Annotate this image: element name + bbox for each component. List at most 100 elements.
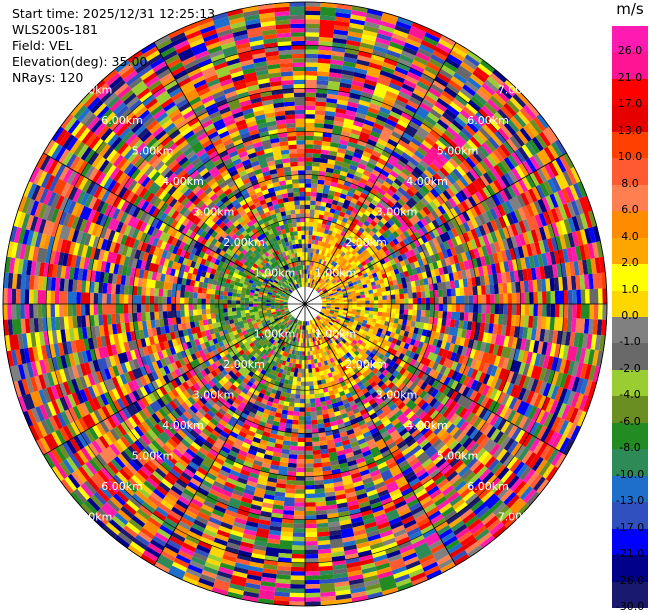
azimuth-spoke	[153, 42, 306, 305]
colorbar-cell	[612, 581, 648, 609]
range-ring-label: 2.00km	[345, 358, 387, 371]
range-ring-label: 4.00km	[406, 175, 448, 188]
range-ring-label: 1.00km	[315, 267, 357, 280]
colorbar-tick-label: 10.0	[617, 150, 643, 164]
colorbar-cell	[612, 369, 648, 397]
plot-boundary	[2, 1, 608, 607]
range-ring-label: 6.00km	[467, 114, 509, 127]
range-ring-label: 2.00km	[223, 236, 265, 249]
velocity-gate-group	[17, 2, 597, 596]
range-ring-label: 2.00km	[223, 358, 265, 371]
range-ring-label: 4.00km	[162, 175, 204, 188]
colorbar-tick-label: -13.0	[615, 494, 645, 508]
azimuth-spoke	[304, 303, 457, 566]
colorbar-tick-label: 4.0	[621, 229, 639, 243]
colorbar-cell	[612, 343, 648, 371]
colorbar-tick-label: -2.0	[619, 361, 641, 375]
field-label: Field: VEL	[12, 38, 73, 53]
colorbar-tick-label: -4.0	[619, 388, 641, 402]
colorbar-tick-label: -1.0	[619, 335, 641, 349]
colorbar-tick-label: -8.0	[619, 441, 641, 455]
colorbar-cell	[612, 237, 648, 265]
range-ring-label: 5.00km	[132, 450, 174, 463]
range-ring-label: 3.00km	[376, 389, 418, 402]
colorbar-cell	[612, 317, 648, 344]
range-ring-label: 4.00km	[406, 419, 448, 432]
colorbar-tick-label: 1.0	[621, 282, 639, 296]
colorbar-cell	[612, 131, 648, 159]
colorbar-cell	[612, 211, 648, 239]
range-ring-label: 5.00km	[437, 145, 479, 158]
velocity-gate-group	[7, 10, 590, 602]
range-ring-label: 3.00km	[376, 206, 418, 219]
velocity-gate-group	[37, 19, 601, 603]
colorbar-tick-label: -21.0	[615, 547, 645, 561]
range-ring-label: 7.00km	[498, 511, 540, 524]
range-ring-label: 5.00km	[437, 450, 479, 463]
range-ring-label: 2.00km	[345, 236, 387, 249]
range-ring	[132, 131, 478, 477]
range-ring-label: 1.00km	[254, 267, 296, 280]
colorbar-unit: m/s	[616, 0, 644, 18]
velocity-gate-group	[6, 7, 607, 587]
colorbar-tick-label: 2.0	[621, 256, 639, 270]
colorbar-cell	[612, 396, 648, 424]
range-ring-label: 6.00km	[101, 114, 143, 127]
range-ring-label: 3.00km	[193, 389, 235, 402]
colorbar: 26.0 21.0 17.0 13.0 10.0 8.0 6.0 4.0 2.0 1.0 0.0 -1…	[612, 26, 648, 613]
colorbar-tick-label: 21.0	[617, 70, 643, 84]
range-ring-label: 4.00km	[162, 419, 204, 432]
range-ring-labels: 1.00km 1.00km 1.00km 1.00km 2.00km 2.00km 2.00…	[71, 84, 540, 524]
colorbar-tick-label: 13.0	[617, 123, 643, 137]
colorbar-tick-label: -17.0	[615, 520, 645, 534]
colorbar-cell	[612, 184, 648, 212]
range-ring	[218, 217, 392, 391]
velocity-gate-group	[9, 2, 608, 587]
colorbar-tick-label: -6.0	[619, 414, 641, 428]
velocity-gate-group	[3, 5, 599, 606]
azimuth-spoke	[153, 303, 306, 566]
velocity-gate-group	[4, 6, 595, 605]
velocity-gate-group	[7, 25, 603, 606]
colorbar-cell	[612, 78, 648, 106]
colorbar-cell	[612, 502, 648, 530]
colorbar-cell	[612, 422, 648, 450]
colorbar-cell	[612, 26, 648, 53]
azimuth-spoke	[43, 303, 306, 456]
azimuth-spokes	[3, 2, 607, 606]
velocity-gate-group	[9, 2, 585, 600]
range-rings	[2, 1, 608, 607]
range-ring-label: 6.00km	[101, 480, 143, 493]
range-ring-label: 7.00km	[71, 84, 113, 97]
colorbar-tick-label: -30.0	[615, 600, 645, 613]
azimuth-spoke	[43, 152, 306, 305]
colorbar-tick-label: 8.0	[621, 176, 639, 190]
colorbar-cell	[612, 528, 648, 556]
range-ring	[88, 87, 522, 521]
range-ring	[261, 260, 349, 348]
colorbar-cell	[612, 290, 648, 318]
colorbar-cell	[612, 264, 648, 292]
colorbar-tick-label: 6.0	[621, 203, 639, 217]
colorbar-cell	[612, 105, 648, 133]
range-ring-label: 1.00km	[254, 328, 296, 341]
instrument-label: WLS200s-181	[12, 22, 98, 37]
colorbar-cell	[612, 449, 648, 477]
colorbar-tick-label: -10.0	[615, 467, 645, 481]
nrays-label: NRays: 120	[12, 70, 84, 85]
colorbar-cell	[612, 475, 648, 503]
range-ring-label: 1.00km	[315, 328, 357, 341]
azimuth-spoke	[304, 42, 457, 305]
azimuth-spoke	[304, 303, 567, 456]
colorbar-cell	[612, 158, 648, 186]
elevation-label: Elevation(deg): 35.00	[12, 54, 148, 69]
colorbar-tick-label: -26.0	[615, 573, 645, 587]
velocity-gate-group	[4, 14, 588, 596]
azimuth-spoke	[304, 152, 567, 305]
colorbar-tick-label: 26.0	[617, 44, 643, 58]
range-ring-label: 6.00km	[467, 480, 509, 493]
colorbar-cell	[612, 555, 648, 583]
range-ring-label: 7.00km	[71, 511, 113, 524]
range-ring-label: 3.00km	[193, 206, 235, 219]
